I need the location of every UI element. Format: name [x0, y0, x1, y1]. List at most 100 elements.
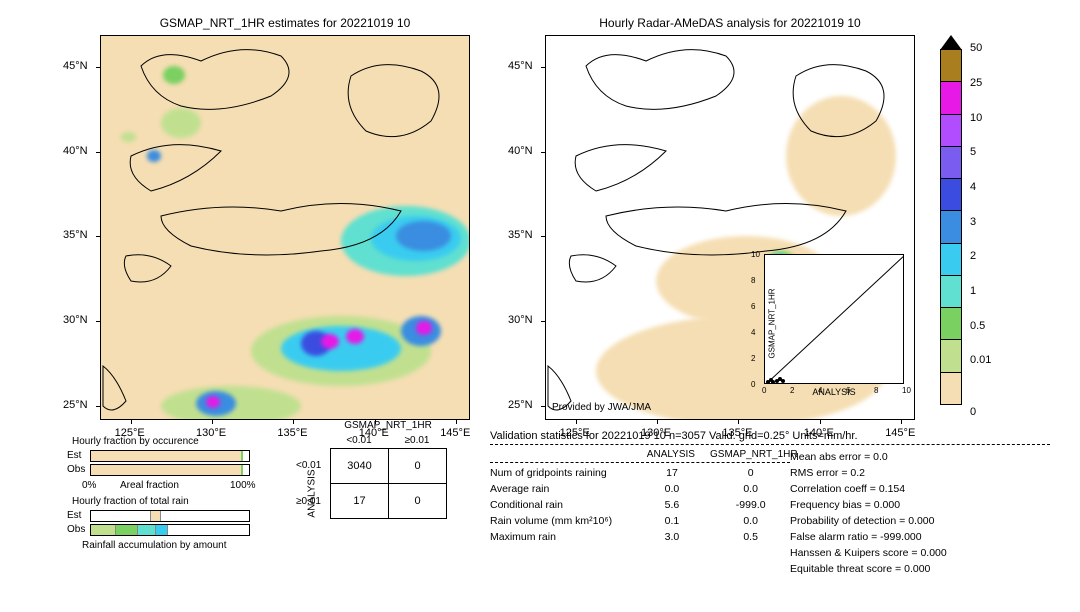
- colorbar-segment: [940, 243, 962, 276]
- colorbar-segment: [940, 210, 962, 243]
- colorbar-segment: [940, 275, 962, 308]
- colorbar-segment: [940, 146, 962, 179]
- tot-obs-bar: Obs: [90, 524, 250, 536]
- colorbar-label: 2: [970, 250, 976, 262]
- ct-col-0: <0.01: [330, 435, 388, 446]
- lon-tick: 135°E: [277, 427, 307, 439]
- colorbar-label: 3: [970, 216, 976, 228]
- colorbar-label: 4: [970, 181, 976, 193]
- inset-ytick: 0: [751, 380, 755, 389]
- occ-est-label: Est: [67, 450, 81, 461]
- stats-row: Num of gridpoints raining170: [490, 467, 790, 479]
- inset-ytick: 10: [751, 250, 760, 259]
- inset-ytick: 4: [751, 328, 755, 337]
- lat-tick: 35°N: [508, 229, 533, 241]
- inset-ytick: 6: [751, 302, 755, 311]
- stats-row: Rain volume (mm km²10⁶)0.10.0: [490, 515, 790, 527]
- gsmap-title: GSMAP_NRT_1HR estimates for 20221019 10: [101, 16, 469, 30]
- fraction-segment: [91, 525, 116, 535]
- ct-title-top: GSMAP_NRT_1HR: [330, 420, 446, 431]
- ct-cell-11: 0: [389, 484, 447, 519]
- colorbar-segment: [940, 49, 962, 82]
- colorbar-label: 10: [970, 112, 982, 124]
- accum-title: Rainfall accumulation by amount: [82, 540, 227, 551]
- frac-zero: 0%: [82, 480, 96, 491]
- lat-tick: 30°N: [508, 314, 533, 326]
- scatter-inset: GSMAP_NRT_1HR ANALYSIS 0246810 0246810: [764, 254, 904, 384]
- frac-areal: Areal fraction: [120, 480, 179, 491]
- stats-col-gsmap: GSMAP_NRT_1HR: [710, 449, 790, 460]
- colorbar-label: 25: [970, 77, 982, 89]
- inset-xtick: 8: [874, 386, 878, 395]
- inset-xtick: 2: [790, 386, 794, 395]
- stats-row: Conditional rain5.6-999.0: [490, 499, 790, 511]
- colorbar-under-triangle: [940, 405, 962, 420]
- stats-col-analysis: ANALYSIS: [632, 449, 710, 460]
- total-title: Hourly fraction of total rain: [72, 496, 189, 507]
- colorbar-segment: [940, 178, 962, 211]
- colorbar-label: 0: [970, 406, 976, 418]
- radar-title: Hourly Radar-AMeDAS analysis for 2022101…: [546, 16, 914, 30]
- inset-ytick: 2: [751, 354, 755, 363]
- colorbar-segment: [940, 81, 962, 114]
- fraction-segment: [91, 511, 151, 521]
- radar-map-panel: Hourly Radar-AMeDAS analysis for 2022101…: [545, 35, 915, 420]
- metric-row: False alarm ratio = -999.000: [790, 531, 1040, 543]
- metric-row: Mean abs error = 0.0: [790, 451, 1040, 463]
- ct-cell-01: 0: [389, 449, 447, 484]
- inset-ylabel: GSMAP_NRT_1HR: [768, 288, 777, 358]
- lat-tick: 35°N: [63, 229, 88, 241]
- metric-row: RMS error = 0.2: [790, 467, 1040, 479]
- metric-row: Correlation coeff = 0.154: [790, 483, 1040, 495]
- ct-col-1: ≥0.01: [388, 435, 446, 446]
- occ-obs-label: Obs: [67, 464, 85, 475]
- ct-cell-10: 17: [331, 484, 389, 519]
- inset-ytick: 8: [751, 276, 755, 285]
- lon-tick: 130°E: [196, 427, 226, 439]
- colorbar-label: 0.01: [970, 354, 991, 366]
- ct-row-1: ≥0.01: [296, 496, 321, 507]
- lat-tick: 45°N: [508, 60, 533, 72]
- fraction-segment: [151, 511, 161, 521]
- colorbar-label: 50: [970, 42, 982, 54]
- occurence-title: Hourly fraction by occurence: [72, 436, 199, 447]
- stats-row: Average rain0.00.0: [490, 483, 790, 495]
- lat-tick: 40°N: [508, 145, 533, 157]
- lat-tick: 45°N: [63, 60, 88, 72]
- metric-row: Frequency bias = 0.000: [790, 499, 1040, 511]
- frac-hundred: 100%: [230, 480, 256, 491]
- ct-row-0: <0.01: [296, 460, 321, 471]
- occ-obs-bar: Obs: [90, 464, 250, 476]
- inset-xtick: 4: [818, 386, 822, 395]
- lat-tick: 40°N: [63, 145, 88, 157]
- stats-panel: Validation statistics for 20221019 10 n=…: [490, 430, 1050, 579]
- lat-tick: 30°N: [63, 314, 88, 326]
- contingency-table: GSMAP_NRT_1HR <0.01≥0.01 ANALYSIS <0.01 …: [330, 448, 447, 519]
- fraction-segment: [138, 525, 156, 535]
- colorbar-label: 5: [970, 146, 976, 158]
- gsmap-map-panel: GSMAP_NRT_1HR estimates for 20221019 10 …: [100, 35, 470, 420]
- colorbar: 502510543210.50.010: [940, 35, 962, 420]
- radar-map-area: Provided by JWA/JMA GSMAP_NRT_1HR ANALYS…: [546, 36, 914, 419]
- colorbar-label: 1: [970, 285, 976, 297]
- inset-xtick: 6: [846, 386, 850, 395]
- tot-obs-label: Obs: [67, 524, 85, 535]
- gsmap-map-area: [101, 36, 469, 419]
- tot-est-label: Est: [67, 510, 81, 521]
- fraction-segment: [116, 525, 138, 535]
- ct-cell-00: 3040: [331, 449, 389, 484]
- metric-row: Equitable threat score = 0.000: [790, 563, 1040, 575]
- inset-xtick: 0: [762, 386, 766, 395]
- coastline-left: [101, 36, 469, 419]
- stats-row: Maximum rain3.00.5: [490, 531, 790, 543]
- colorbar-over-triangle: [940, 35, 962, 50]
- inset-xtick: 10: [902, 386, 911, 395]
- inset-xlabel: ANALYSIS: [765, 387, 903, 397]
- metric-row: Hanssen & Kuipers score = 0.000: [790, 547, 1040, 559]
- ct-side-title: ANALYSIS: [307, 469, 318, 517]
- attribution-text: Provided by JWA/JMA: [552, 402, 651, 413]
- occ-est-bar: Est: [90, 450, 250, 462]
- colorbar-segment: [940, 339, 962, 372]
- fraction-segment: [156, 525, 168, 535]
- colorbar-segment: [940, 372, 962, 405]
